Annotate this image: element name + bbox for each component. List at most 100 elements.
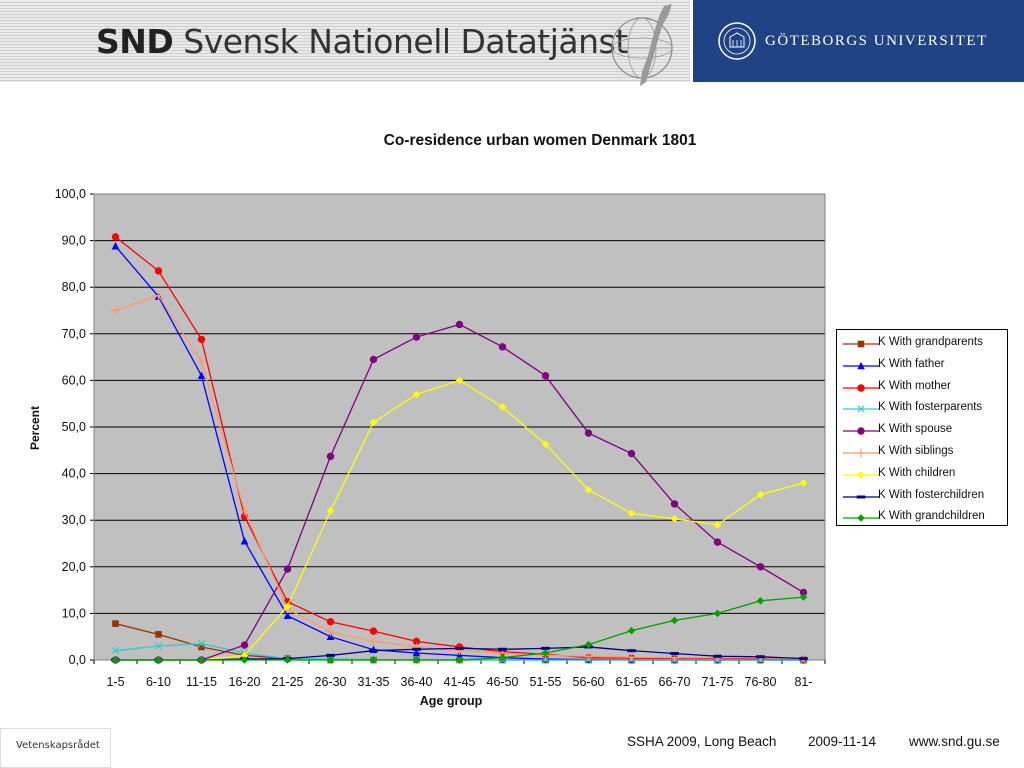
legend-label: K With mother xyxy=(878,379,951,392)
legend-marker xyxy=(857,361,865,370)
data-point xyxy=(541,440,550,449)
data-point xyxy=(154,656,163,664)
x-tick-label: 41-45 xyxy=(444,675,476,689)
data-point xyxy=(627,652,636,662)
data-point xyxy=(756,490,765,499)
footer-conference: SSHA 2009, Long Beach xyxy=(627,734,777,749)
legend-marker xyxy=(857,427,865,435)
data-point xyxy=(627,449,636,458)
data-point xyxy=(455,646,464,650)
legend-marker xyxy=(857,470,865,479)
legend-swatch-icon xyxy=(843,514,879,523)
data-point xyxy=(326,452,335,461)
x-tick-label: 51-55 xyxy=(530,675,562,689)
footer-date: 2009-11-14 xyxy=(808,734,877,749)
data-point xyxy=(584,640,593,649)
legend-marker xyxy=(857,340,865,348)
data-point xyxy=(412,390,421,399)
data-point xyxy=(240,641,249,649)
data-point xyxy=(112,620,119,627)
data-point xyxy=(412,656,421,664)
y-axis-label: Percent xyxy=(28,405,42,451)
legend-marker xyxy=(857,514,865,523)
x-axis-label: Age group xyxy=(419,694,483,708)
data-point xyxy=(369,418,378,427)
data-point xyxy=(369,656,378,664)
x-tick-label: 81- xyxy=(794,675,812,689)
legend-swatch-icon xyxy=(843,470,879,479)
footer-url[interactable]: www.snd.gu.se xyxy=(909,734,1000,749)
x-tick-label: 71-75 xyxy=(702,675,734,689)
data-point xyxy=(240,651,249,660)
globe-icon xyxy=(611,4,673,86)
data-point xyxy=(283,611,292,620)
legend-item: K With father xyxy=(837,355,1007,377)
data-point xyxy=(541,649,550,657)
data-point xyxy=(713,609,722,618)
legend-swatch-icon xyxy=(843,361,879,370)
vetenskapsradet-logo: Vetenskapsrådet xyxy=(0,728,111,768)
data-point xyxy=(111,233,120,241)
data-point xyxy=(369,637,378,646)
series-k-with-grandchildren xyxy=(111,593,808,664)
data-point xyxy=(756,655,765,659)
data-point xyxy=(197,639,206,648)
data-point xyxy=(627,649,636,653)
x-tick-label: 36-40 xyxy=(401,675,433,689)
data-point xyxy=(111,241,120,250)
data-point xyxy=(412,637,421,646)
data-point xyxy=(799,588,808,597)
legend-swatch-icon xyxy=(843,383,879,392)
data-point xyxy=(498,647,507,651)
legend-item: K With siblings xyxy=(837,442,1007,464)
y-tick-labels: 0,0 10,0 20,0 30,0 40,0 50,0 60,0 70,0 80,0 90,0 1… xyxy=(55,187,86,667)
data-point xyxy=(111,656,120,664)
x-tick-label: 76-80 xyxy=(745,675,777,689)
data-point xyxy=(198,643,205,651)
y-tick-label: 60,0 xyxy=(62,373,86,387)
snd-full-name: Svensk Nationell Datatjänst xyxy=(183,22,628,61)
legend-item: K With spouse xyxy=(837,420,1007,442)
data-point xyxy=(713,538,722,546)
data-point xyxy=(154,267,163,275)
data-point xyxy=(498,403,507,411)
chart-title: Co-residence urban women Denmark 1801 xyxy=(383,132,697,149)
data-point xyxy=(498,653,507,662)
legend-swatch-icon xyxy=(843,448,879,458)
data-point xyxy=(111,646,120,655)
data-point xyxy=(154,291,163,300)
data-point xyxy=(369,355,378,364)
data-point xyxy=(369,627,378,635)
x-tick-labels: 1-5 6-10 11-15 16-20 21-25 26-30 31-35 36-40 41-… xyxy=(106,675,812,689)
data-point xyxy=(584,486,593,494)
legend-label: K With spouse xyxy=(878,423,953,436)
series-lines xyxy=(111,233,808,664)
data-point xyxy=(240,506,249,516)
university-name: GÖTEBORGS UNIVERSITET xyxy=(765,33,988,49)
legend-marker xyxy=(857,383,865,392)
data-point xyxy=(627,509,636,518)
data-point xyxy=(541,656,550,664)
x-tick-label: 11-15 xyxy=(186,675,217,689)
data-point xyxy=(154,642,163,650)
legend-item: K With grandparents xyxy=(837,333,1007,355)
data-point xyxy=(584,651,593,661)
university-seal-icon xyxy=(718,22,756,60)
snd-logo-text: SND Svensk Nationell Datatjänst xyxy=(96,22,628,61)
data-point xyxy=(670,515,679,523)
data-point xyxy=(326,618,335,626)
y-tick-label: 20,0 xyxy=(62,560,86,574)
snd-header-banner: SND Svensk Nationell Datatjänst xyxy=(0,0,690,86)
y-tick-label: 0,0 xyxy=(69,653,86,667)
data-point xyxy=(455,656,464,664)
legend-swatch-icon xyxy=(843,427,879,435)
legend-item: K With grandchildren xyxy=(837,507,1007,529)
legend-item: K With fosterparents xyxy=(837,398,1007,420)
data-point xyxy=(541,372,550,380)
x-tick-label: 31-35 xyxy=(358,675,390,689)
series-k-with-children xyxy=(111,376,808,664)
data-point xyxy=(240,656,249,664)
data-point xyxy=(283,656,292,664)
x-tick-label: 66-70 xyxy=(659,675,691,689)
data-point xyxy=(412,333,421,341)
